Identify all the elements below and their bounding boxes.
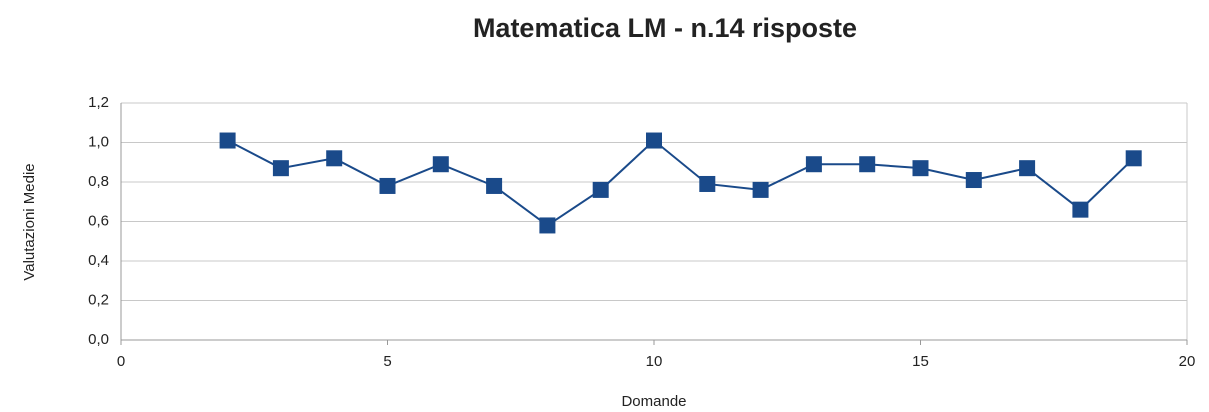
x-tick-label: 0 (117, 353, 125, 370)
point-marker (486, 177, 503, 194)
series-line (227, 139, 1135, 227)
point-marker (1019, 160, 1036, 177)
point-marker (646, 132, 662, 149)
y-tick-label: 1,2 (88, 94, 109, 111)
point-marker (219, 132, 236, 149)
point-marker (805, 156, 822, 173)
y-tick-label: 0,0 (88, 331, 109, 348)
point-marker (912, 160, 929, 177)
x-axis-label: Domande (621, 393, 686, 410)
point-marker (859, 156, 876, 173)
point-marker (539, 217, 556, 234)
y-tick-label: 0,8 (88, 173, 109, 190)
x-tick-label: 15 (912, 353, 929, 370)
point-marker (1072, 201, 1089, 218)
point-marker (592, 181, 609, 198)
y-tick-label: 0,2 (88, 291, 109, 308)
point-marker (272, 160, 289, 177)
point-marker (379, 177, 396, 194)
point-marker (752, 181, 769, 198)
x-tick-label: 20 (1179, 353, 1196, 370)
y-tick-label: 0,4 (88, 252, 109, 269)
point-marker (326, 150, 343, 167)
x-tick-label: 5 (383, 353, 391, 370)
y-tick-label: 1,0 (88, 133, 109, 150)
y-tick-label: 0,6 (88, 212, 109, 229)
x-tick-label: 10 (646, 353, 663, 370)
point-marker (965, 172, 982, 189)
chart-title: Matematica LM - n.14 risposte (473, 13, 857, 43)
point-marker (432, 156, 449, 173)
y-axis-label: Valutazioni Medie (21, 163, 38, 280)
point-marker (1125, 150, 1142, 167)
point-marker (699, 175, 716, 192)
